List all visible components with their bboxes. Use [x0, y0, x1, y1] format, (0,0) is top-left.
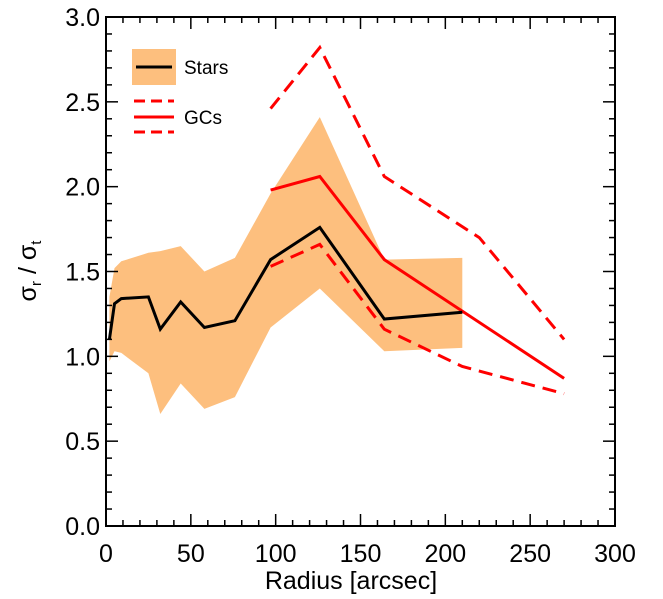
- y-tick-label: 1.0: [65, 343, 100, 371]
- gcs-lower-line: [269, 242, 565, 396]
- stars-band: [109, 117, 463, 414]
- legend-stars-label: Stars: [184, 58, 228, 79]
- y-tick-label: 3.0: [65, 4, 100, 32]
- stars-line: [107, 225, 463, 340]
- y-tick-label: 2.5: [65, 89, 100, 117]
- y-axis-title: σr / σt: [14, 240, 45, 302]
- gcs-upper-line: [269, 44, 566, 341]
- y-tick-label: 1.5: [65, 259, 100, 287]
- x-tick-label: 250: [509, 540, 551, 568]
- x-tick-label: 100: [255, 540, 297, 568]
- plot-layer: [107, 44, 566, 414]
- y-axis-sigma-t: σ: [14, 244, 42, 260]
- ticks-layer: 0 50 100 150 200 250 300 0.0 0.5 1.0 1.5 2.0 2.5 3.0: [65, 4, 636, 568]
- y-axis-sub-r: r: [28, 281, 45, 286]
- gcs-line: [270, 174, 565, 380]
- x-tick-label: 300: [594, 540, 636, 568]
- legend-gcs-label: GCs: [184, 108, 222, 129]
- y-axis-sub-t: t: [28, 240, 45, 245]
- y-tick-label: 0.0: [65, 513, 100, 541]
- x-tick-label: 200: [424, 540, 466, 568]
- x-axis-title: Radius [arcsec]: [265, 567, 437, 595]
- y-tick-label: 0.5: [65, 428, 100, 456]
- x-tick-label: 50: [177, 540, 205, 568]
- y-axis-slash: /: [14, 260, 42, 281]
- y-tick-label: 2.0: [65, 174, 100, 202]
- y-axis-sigma-r: σ: [14, 285, 42, 301]
- x-tick-label: 0: [99, 540, 113, 568]
- x-tick-label: 150: [340, 540, 382, 568]
- legend: Stars GCs: [132, 49, 228, 134]
